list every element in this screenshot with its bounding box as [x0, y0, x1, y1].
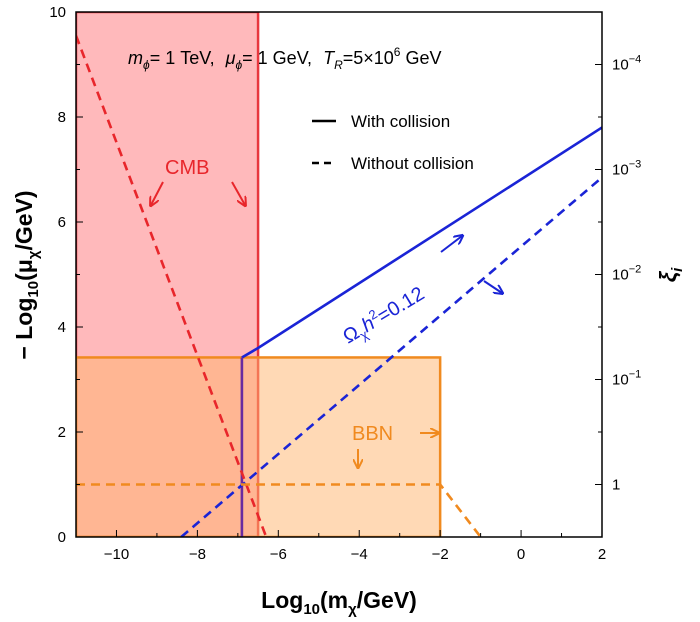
data-series — [76, 35, 602, 537]
x-title-sub: 10 — [303, 601, 320, 618]
param-m-sub: ϕ — [143, 58, 150, 72]
y-title-open: (μ — [11, 259, 37, 281]
param-mu-symbol: μ — [225, 48, 236, 68]
region-bbn-edge — [76, 356, 442, 537]
right-tick-label: 10−3 — [612, 159, 641, 179]
excluded-regions — [76, 12, 442, 537]
cmb-label: CMB — [165, 157, 209, 179]
x-title-greek-sub: χ — [348, 601, 357, 618]
cmb-arrow-right — [231, 181, 245, 205]
y-title-greek-sub: χ — [25, 250, 42, 259]
bbn-label: BBN — [352, 423, 393, 445]
x-tick-label: −8 — [189, 546, 206, 563]
x-tick-label: −10 — [104, 546, 129, 563]
legend: With collision Without collision — [312, 112, 474, 173]
legend-label-solid: With collision — [351, 112, 450, 131]
y-title-post: /GeV) — [11, 190, 37, 250]
right-tick-label: 10−2 — [612, 264, 641, 284]
y-axis-title-left: − Log10(μχ/GeV) — [11, 190, 42, 359]
x-tick-label: 2 — [598, 546, 606, 563]
series-line-4-dashed — [76, 483, 482, 537]
relic-density-label: Ωχh2=0.12 — [338, 280, 430, 351]
x-axis-title: Log10(mχ/GeV) — [261, 587, 417, 618]
y-tick-label: 4 — [58, 319, 66, 336]
y-tick-label: 0 — [58, 529, 66, 546]
y-title-pre: − Log — [11, 298, 37, 360]
right-tick-label: 10−4 — [612, 54, 641, 74]
parameters-text: mϕ= 1 TeV, μϕ= 1 GeV, TR=5×106 GeV — [128, 45, 442, 72]
series-line-2-dashed — [180, 176, 602, 537]
param-m-value: = 1 TeV, — [150, 48, 215, 68]
param-mu-value: = 1 GeV, — [242, 48, 312, 68]
x-tick-label: 0 — [517, 546, 525, 563]
region-bbn — [76, 357, 441, 537]
x-title-pre: Log — [261, 587, 303, 613]
x-tick-label: −2 — [432, 546, 449, 563]
param-t-value: =5×10 — [343, 48, 394, 68]
y-title-sub: 10 — [25, 281, 42, 298]
relic-arrow-upper — [440, 236, 462, 253]
x-tick-label: −6 — [270, 546, 287, 563]
param-mu-sub: ϕ — [235, 58, 242, 72]
param-m-symbol: m — [128, 48, 143, 68]
y-tick-label: 2 — [58, 424, 66, 441]
x-title-open: (m — [320, 587, 348, 613]
y-tick-label: 8 — [58, 109, 66, 126]
region-cmb-edge — [76, 12, 260, 537]
right-tick-label: 1 — [612, 477, 620, 494]
axis-ticks: −10 −8 −6 −4 −2 0 2 0 2 4 6 8 10 1 10−1 10−2 10−3 10−4 — [49, 4, 641, 563]
xi-sub: i — [669, 267, 686, 272]
y-axis-title-right: ξi — [655, 267, 686, 282]
right-tick-label: 10−1 — [612, 369, 641, 389]
bbn-annotation: BBN — [352, 423, 438, 467]
legend-label-dashed: Without collision — [351, 154, 474, 173]
xi-symbol: ξ — [655, 270, 681, 282]
cmb-arrow-left — [151, 181, 164, 205]
param-t-sub: R — [334, 58, 343, 72]
param-t-exp: 6 — [394, 45, 401, 59]
cmb-annotation: CMB — [151, 157, 245, 205]
x-title-post: /GeV) — [357, 587, 417, 613]
y-tick-label: 6 — [58, 214, 66, 231]
omega-value: =0.12 — [374, 283, 429, 328]
relic-density-annotation: Ωχh2=0.12 — [338, 236, 502, 351]
y-tick-label: 10 — [49, 4, 66, 21]
param-t-unit: GeV — [400, 48, 441, 68]
series-line-0-solid — [241, 126, 602, 359]
param-t-symbol: T — [323, 48, 336, 68]
x-tick-label: −4 — [351, 546, 368, 563]
relic-arrow-lower — [483, 280, 502, 293]
